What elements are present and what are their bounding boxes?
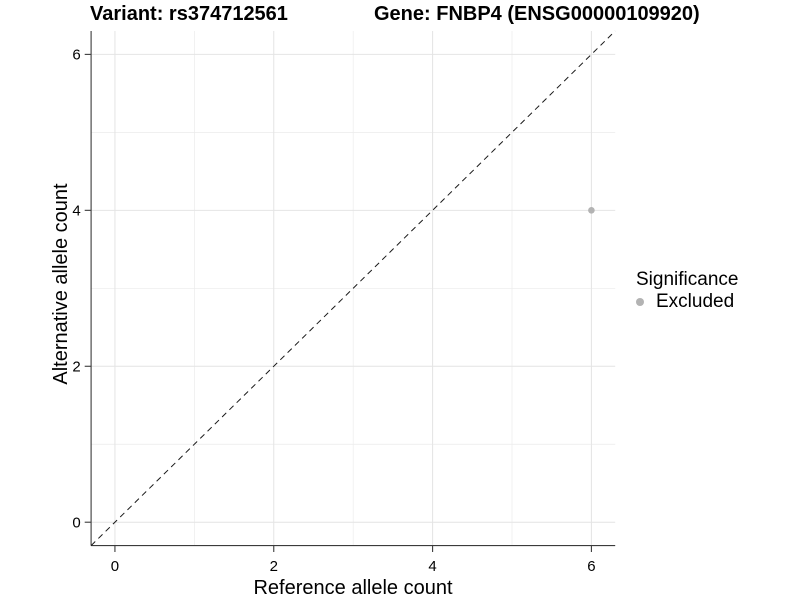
svg-text:0: 0 xyxy=(72,515,80,532)
svg-text:6: 6 xyxy=(587,558,595,575)
svg-text:0: 0 xyxy=(111,558,119,575)
svg-text:2: 2 xyxy=(270,558,278,575)
svg-text:6: 6 xyxy=(72,47,80,64)
svg-text:4: 4 xyxy=(428,558,436,575)
